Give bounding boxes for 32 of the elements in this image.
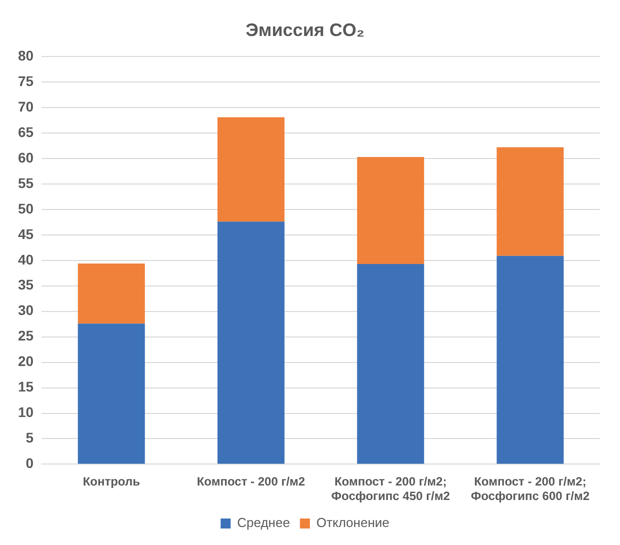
x-tick-label: Компост - 200 г/м2 — [196, 474, 306, 489]
bar — [357, 156, 424, 264]
y-tick-label: 75 — [18, 72, 34, 89]
bar — [217, 222, 284, 464]
y-tick-label: 40 — [18, 251, 34, 268]
y-tick-label: 55 — [18, 174, 34, 191]
y-tick-label: 35 — [18, 276, 34, 293]
bar — [78, 324, 145, 464]
y-tick-label: 50 — [18, 200, 34, 216]
y-tick-label: 70 — [18, 98, 34, 114]
bar — [217, 117, 284, 222]
y-tick-label: 15 — [18, 378, 34, 395]
y-tick-label: 65 — [18, 124, 34, 140]
y-tick-label: 45 — [18, 226, 34, 242]
y-tick-label: 5 — [26, 430, 34, 446]
y-tick-label: 10 — [18, 404, 34, 420]
bar — [78, 263, 145, 324]
bar — [496, 256, 564, 464]
legend-label: Среднее — [237, 515, 290, 530]
y-tick-label: 0 — [26, 455, 34, 472]
x-tick-label: Контроль — [82, 474, 140, 489]
legend-label: Отклонение — [316, 515, 390, 530]
y-tick-label: 20 — [18, 353, 34, 370]
x-tick-label: Компост - 200 г/м2; Фосфогипс 450 г/м2 — [331, 474, 450, 504]
y-tick-label: 30 — [18, 302, 34, 318]
x-tick-label: Компост - 200 г/м2; Фосфогипс 600 г/м2 — [470, 474, 590, 504]
y-tick-label: 60 — [18, 149, 34, 166]
y-tick-label: 80 — [18, 47, 34, 64]
bar — [496, 147, 564, 256]
chart-title: Эмиссия CO₂ — [246, 20, 364, 40]
y-tick-label: 25 — [18, 328, 34, 344]
bar — [357, 264, 424, 464]
